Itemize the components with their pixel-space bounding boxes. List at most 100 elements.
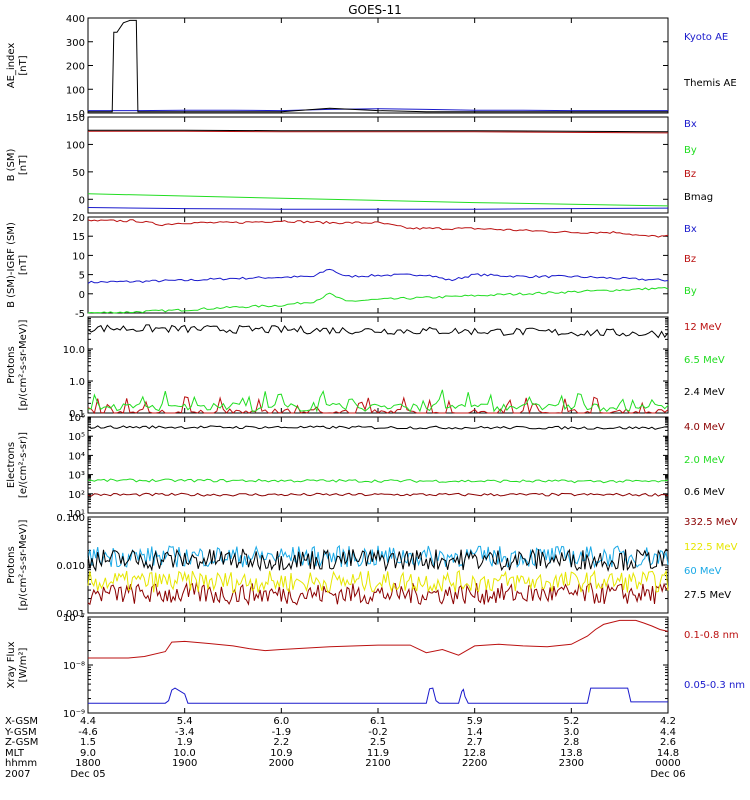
y-tick-label: 150 bbox=[66, 113, 85, 124]
y-axis-label: Protons bbox=[6, 346, 17, 383]
x-axis-value: 3.0 bbox=[563, 727, 579, 738]
x-axis-table: X-GSMY-GSMZ-GSMMLThhmm20074.4-4.61.59.01… bbox=[4, 716, 686, 780]
x-axis-value: -3.4 bbox=[175, 727, 195, 738]
x-axis-value: 6.0 bbox=[273, 716, 289, 727]
x-axis-row-label: Z-GSM bbox=[5, 737, 38, 748]
x-axis-value: 4.4 bbox=[660, 727, 676, 738]
y-axis-label: [nT] bbox=[18, 55, 29, 75]
x-axis-value: 14.8 bbox=[657, 748, 679, 759]
y-tick-label: 15 bbox=[72, 232, 85, 243]
legend-entry: 2.4 MeV bbox=[684, 387, 725, 398]
series-line-122-5-mev bbox=[87, 569, 669, 594]
legend-entry: 2.0 MeV bbox=[684, 455, 725, 466]
y-axis-label: [p/(cm²-s-sr-MeV)] bbox=[18, 319, 29, 410]
y-tick-label: 0 bbox=[79, 290, 85, 301]
series-line-by bbox=[87, 193, 669, 207]
legend-entry: Bz bbox=[684, 254, 696, 265]
y-tick-label: 0.001 bbox=[56, 609, 85, 620]
y-tick-label: 0.1 bbox=[69, 409, 85, 420]
x-axis-value: 2.5 bbox=[370, 737, 386, 748]
x-axis-value: 11.9 bbox=[367, 748, 389, 759]
y-tick-label: 50 bbox=[72, 168, 85, 179]
y-axis-label: B (SM) bbox=[6, 148, 17, 181]
y-tick-label: 200 bbox=[66, 62, 85, 73]
series-line-332-5-mev bbox=[87, 581, 669, 606]
series-line-12-mev bbox=[87, 396, 669, 415]
panel-frame bbox=[87, 316, 669, 414]
y-tick-label: 20 bbox=[72, 213, 85, 224]
x-axis-value: 9.0 bbox=[80, 748, 96, 759]
y-tick-label: 5 bbox=[79, 271, 85, 282]
legend-entry: 122.5 MeV bbox=[684, 542, 738, 553]
y-tick-label: 1.0 bbox=[69, 377, 85, 388]
y-axis-label: [e/(cm²-s-sr)] bbox=[18, 432, 29, 498]
y-tick-label: 300 bbox=[66, 38, 85, 49]
x-axis-row-label: 2007 bbox=[5, 769, 30, 780]
panel-frame bbox=[87, 416, 669, 514]
x-axis-value: 1900 bbox=[172, 758, 197, 769]
y-tick-label: 0 bbox=[79, 195, 85, 206]
legend-entry: Themis AE bbox=[683, 78, 737, 89]
panel-b-igrf: -5 0 5 10 15 20 B (SM)-IGRF (SM) [nT] Bx Bz By bbox=[6, 213, 697, 320]
x-axis-value: 5.2 bbox=[563, 716, 579, 727]
legend-entry: By bbox=[684, 145, 697, 156]
series-line-4-0-mev bbox=[87, 492, 669, 497]
panel-protons-high: 0.001 0.010 0.100 Protons [p/(cm²-s-sr-MeV)]… bbox=[6, 513, 738, 620]
y-axis-label: Electrons bbox=[6, 442, 17, 488]
y-tick-label: 0.010 bbox=[56, 561, 85, 572]
legend-entry: 332.5 MeV bbox=[684, 517, 738, 528]
y-tick-label: 10² bbox=[68, 490, 85, 501]
y-tick-label: 10⁻⁸ bbox=[63, 661, 85, 672]
panel-frame bbox=[87, 216, 669, 314]
x-axis-value: 5.4 bbox=[177, 716, 193, 727]
series-line-0-6-mev bbox=[87, 425, 669, 430]
x-axis-value: 10.0 bbox=[174, 748, 196, 759]
x-axis-row-label: MLT bbox=[5, 748, 25, 759]
x-axis-value: 12.8 bbox=[464, 748, 486, 759]
panel-xray: 10⁻⁹ 10⁻⁸ 10⁻⁷ Xray Flux [W/m²] 0.1-0.8 nm 0.0… bbox=[6, 613, 745, 720]
y-axis-label: [p/(cm²-s-sr-MeV)] bbox=[18, 519, 29, 610]
panel-frame bbox=[87, 17, 669, 114]
series-line-0-1-0-8-nm bbox=[88, 619, 669, 659]
x-axis-value: 1.9 bbox=[177, 737, 193, 748]
legend-entry: 4.0 MeV bbox=[684, 422, 725, 433]
x-axis-value: 1800 bbox=[75, 758, 100, 769]
y-axis-label: Protons bbox=[6, 546, 17, 583]
legend-entry: 0.05-0.3 nm bbox=[684, 680, 745, 691]
series-line-bz bbox=[87, 219, 669, 238]
x-axis-value: -0.2 bbox=[368, 727, 388, 738]
legend-entry: 12 MeV bbox=[684, 322, 722, 333]
x-axis-value: 4.4 bbox=[80, 716, 96, 727]
x-axis-value: 4.2 bbox=[660, 716, 676, 727]
series-line-themis-ae bbox=[88, 19, 668, 113]
y-tick-label: 10¹ bbox=[68, 509, 85, 520]
y-axis-label: [nT] bbox=[18, 255, 29, 275]
x-axis-row-label: X-GSM bbox=[5, 716, 38, 727]
series-line-2-0-mev bbox=[87, 478, 669, 484]
series-line-kyoto-ae bbox=[88, 108, 668, 112]
legend-entry: 6.5 MeV bbox=[684, 355, 725, 366]
x-axis-value: 2.6 bbox=[660, 737, 676, 748]
panel-protons-low: 0.1 1.0 10.0 Protons [p/(cm²-s-sr-MeV)] 12 Me… bbox=[6, 316, 725, 420]
series-line-6-5-mev bbox=[87, 389, 669, 413]
panel-electrons: 10¹ 10² 10³ 10⁴ 10⁵ 10⁶ Electrons [e/(cm²-s-sr)… bbox=[6, 413, 725, 520]
y-tick-label: 10⁻⁷ bbox=[63, 613, 85, 624]
series-line-bx bbox=[87, 207, 669, 210]
x-axis-value: 5.9 bbox=[467, 716, 483, 727]
panel-b-sm: 0 50 100 150 B (SM) [nT] Bx By Bz Bmag bbox=[6, 113, 713, 214]
x-axis-value: 6.1 bbox=[370, 716, 386, 727]
x-axis-value: 2200 bbox=[462, 758, 487, 769]
y-tick-label: 100 bbox=[66, 85, 85, 96]
series-line-by bbox=[87, 286, 669, 314]
y-tick-label: 10⁵ bbox=[68, 432, 85, 443]
y-axis-label: AE_index bbox=[6, 43, 17, 89]
x-axis-value: Dec 06 bbox=[650, 769, 685, 780]
x-axis-value: 1.5 bbox=[80, 737, 96, 748]
legend-entry: 0.1-0.8 nm bbox=[684, 630, 739, 641]
x-axis-value: 2.2 bbox=[273, 737, 289, 748]
x-axis-value: Dec 05 bbox=[70, 769, 105, 780]
x-axis-value: -1.9 bbox=[272, 727, 292, 738]
legend-entry: By bbox=[684, 286, 697, 297]
